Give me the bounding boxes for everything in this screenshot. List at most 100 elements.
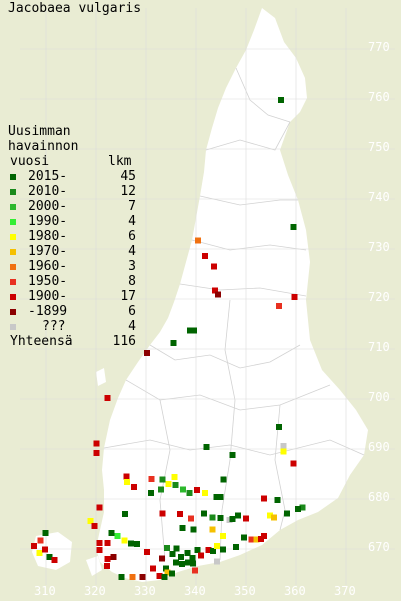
observation-marker [191,327,197,334]
legend-rows: 2015- 45 2010- 12 2000- 7 1990- 4 1980- 6 1970- 4 19… [8,169,136,334]
observation-marker [284,510,290,517]
observation-marker [290,460,297,467]
border-line [159,399,171,561]
observation-marker [220,533,226,539]
legend-swatch [10,234,16,240]
observation-marker [114,533,121,539]
observation-marker [194,547,201,553]
legend-item: 1960- 3 [8,259,136,274]
observation-marker [131,484,137,490]
observation-marker [243,515,249,522]
observation-marker [93,440,100,447]
observation-marker [179,561,185,567]
legend-item-count: 4 [128,214,136,229]
border-line [103,439,365,456]
observation-marker [104,563,110,569]
observation-marker [164,545,170,551]
y-tick-label: 760 [368,90,390,104]
observation-marker [51,557,58,563]
observation-marker [148,476,155,482]
legend-item-count: 6 [128,229,136,244]
observation-marker [124,479,130,485]
observation-marker [173,545,180,552]
legend-item-count: 3 [128,259,136,274]
observation-marker [163,565,169,572]
observation-marker [190,526,197,533]
legend-item: 2015- 45 [8,169,136,184]
legend-item: -1899 6 [8,304,136,319]
legend-swatch [10,174,16,180]
observation-marker [295,506,301,512]
observation-marker [211,263,217,270]
observation-marker [122,511,128,517]
observation-marker [96,504,103,511]
municipality-borders [103,67,365,561]
legend-swatch [10,204,16,210]
observation-marker [261,495,267,502]
observation-marker [93,450,100,456]
legend-item: 1990- 4 [8,214,136,229]
observation-marker [165,481,172,487]
x-tick-label: 320 [84,584,106,598]
legend-item: 1900- 17 [8,289,136,304]
observation-marker [46,554,53,560]
y-tick-label: 690 [368,440,390,454]
border-line [125,379,331,411]
observation-marker [189,555,196,561]
legend-item-count: 45 [120,169,136,184]
observation-marker [121,537,128,544]
observation-marker [235,512,241,519]
observation-marker [198,552,204,559]
legend-item-count: 7 [128,199,136,214]
observation-marker [170,340,177,346]
legend-total: Yhteensä 116 [8,334,136,349]
observation-marker [217,494,224,500]
observation-marker [210,548,216,554]
y-tick-label: 710 [368,340,390,354]
observation-marker [186,490,193,496]
observation-marker [128,540,134,547]
observation-marker [159,555,165,562]
observation-marker [158,486,164,493]
border-line [274,404,286,531]
observation-marker [209,526,216,533]
legend-swatch [10,324,16,330]
observation-marker [37,537,44,544]
observation-marker [164,569,171,576]
observation-marker [203,444,210,450]
observation-marker [202,253,208,259]
observation-marker [187,327,193,334]
x-tick-label: 370 [334,584,356,598]
y-tick-label: 740 [368,190,390,204]
y-tick-label: 750 [368,140,390,154]
legend-item: 1970- 4 [8,244,136,259]
legend-heading-line2: havainnon [8,139,79,154]
observation-marker [177,511,183,517]
legend-heading-line1: Uusimman [8,124,71,139]
legend-item-count: 8 [128,274,136,289]
observation-marker [217,515,224,521]
observation-marker [214,558,220,565]
observation-marker [104,395,111,401]
observation-marker [144,350,150,356]
legend-item-label: 2015- [28,169,68,184]
border-line [149,344,301,369]
observation-marker [173,559,179,566]
legend-item: 2000- 7 [8,199,136,214]
observation-marker [267,512,273,519]
observation-marker [278,97,284,103]
y-tick-label: 770 [368,40,390,54]
legend: Uusimman havainnon vuosi lkm 2015- 45 2010… [8,124,136,349]
legend-item-label: 1990- [28,214,68,229]
observation-marker [180,486,186,493]
observation-marker [220,546,226,553]
legend-item-label: 1980- [28,229,68,244]
legend-swatch [10,294,16,300]
observation-marker [233,544,239,550]
x-tick-label: 340 [184,584,206,598]
legend-item-label: 1960- [28,259,68,274]
observation-marker [96,540,103,546]
observation-marker [212,287,218,294]
legend-item-label: 1950- [28,274,68,289]
